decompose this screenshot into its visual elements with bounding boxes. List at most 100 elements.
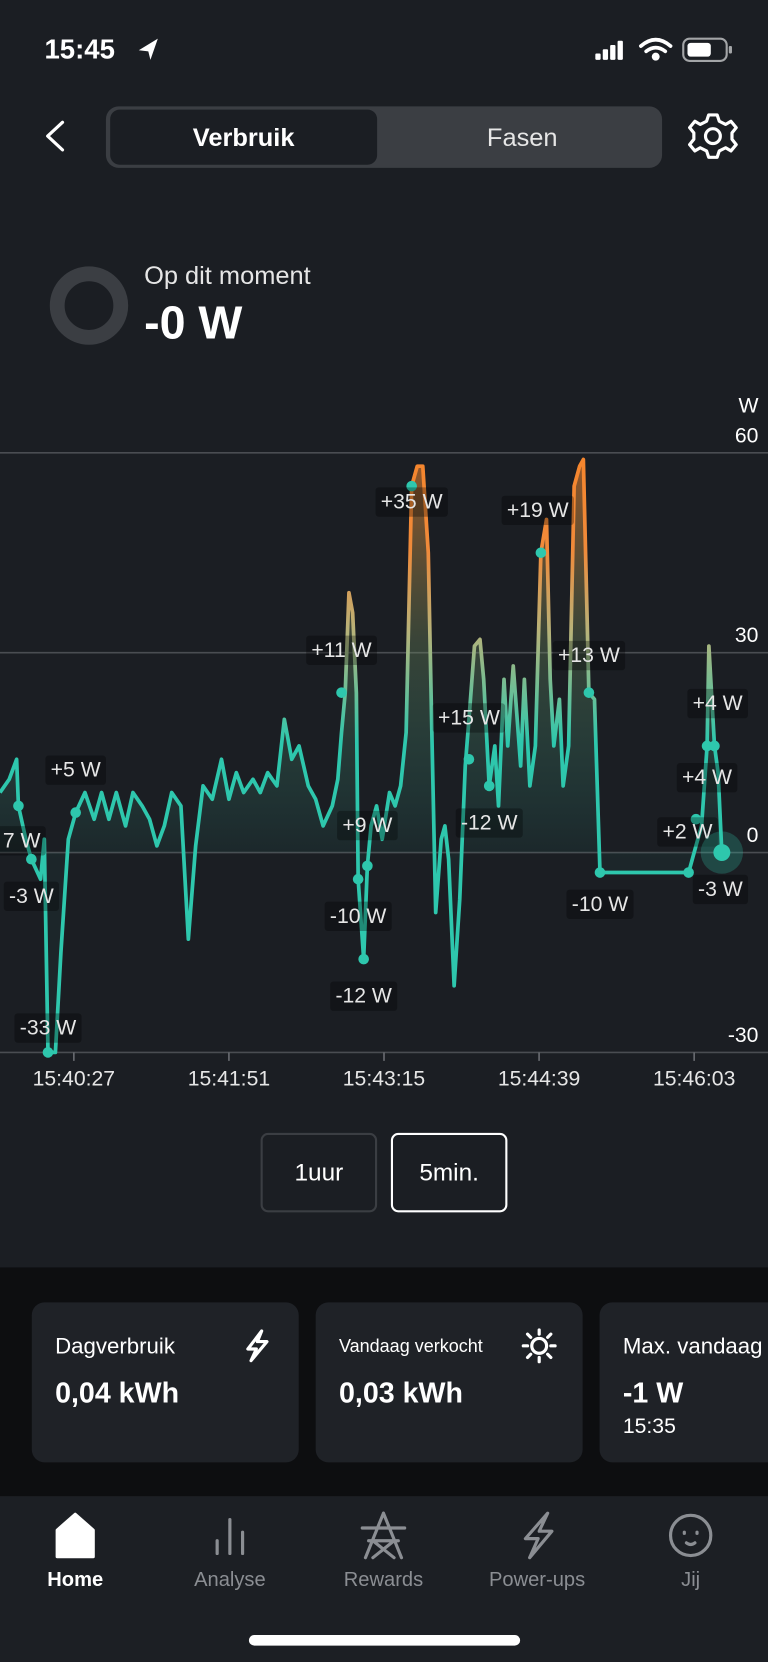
- tab-selected[interactable]: [110, 109, 378, 165]
- nav-label[interactable]: Jij: [681, 1569, 700, 1591]
- nav-label[interactable]: Analyse: [194, 1569, 266, 1591]
- card[interactable]: [315, 1302, 583, 1463]
- home-indicator: [248, 1635, 521, 1646]
- annotation-bg: [14, 1013, 82, 1043]
- annotation-dot: [358, 953, 369, 965]
- location-icon: [138, 38, 158, 60]
- wifi-icon: [639, 37, 673, 61]
- annotation-dot: [535, 547, 547, 559]
- annotation-dot: [70, 807, 81, 818]
- annotation-bg: [306, 635, 377, 665]
- annotation-label: -3 W: [9, 885, 54, 908]
- annotation-dot: [362, 860, 373, 872]
- back-button[interactable]: [46, 120, 65, 152]
- plot: [0, 457, 724, 1055]
- annotation-bg: [330, 981, 398, 1011]
- settings-button[interactable]: [688, 113, 738, 159]
- annotation-bg: [324, 901, 392, 931]
- nav-label[interactable]: Power-ups: [489, 1569, 585, 1591]
- x-tick-label: 15:41:51: [188, 1067, 270, 1090]
- card[interactable]: [599, 1302, 768, 1463]
- annotation-bg: [692, 874, 749, 905]
- y-unit: W: [738, 395, 758, 418]
- annotation-dot: [483, 780, 495, 792]
- card-title: Max. vandaag: [623, 1333, 763, 1358]
- signal-icon: [595, 40, 623, 60]
- annotation-bg: [676, 763, 738, 793]
- range-label[interactable]: 1uur: [294, 1160, 343, 1187]
- annotation-bg: [375, 487, 448, 517]
- annotation-dot: [406, 480, 417, 492]
- annotation-bg: [455, 808, 523, 838]
- analyse-icon[interactable]: [215, 1517, 245, 1556]
- home-icon[interactable]: [55, 1512, 95, 1559]
- y-tick-label: 0: [747, 824, 759, 847]
- nav-label[interactable]: Rewards: [344, 1569, 423, 1591]
- battery-icon: [682, 37, 732, 62]
- annotation-label: -10 W: [330, 905, 386, 928]
- y-tick-label: 30: [735, 624, 759, 647]
- card-title: Vandaag verkocht: [339, 1336, 483, 1356]
- annotation-label: +9 W: [342, 814, 392, 837]
- line: [0, 457, 724, 1055]
- nav-bar: [0, 1496, 768, 1662]
- annotation-dot: [26, 853, 37, 865]
- annotation-label: -12 W: [335, 985, 391, 1008]
- status-time: 15:45: [44, 34, 114, 65]
- card-sub: 15:35: [623, 1415, 676, 1438]
- annotation-dot: [336, 687, 347, 698]
- range-button-selected[interactable]: [390, 1132, 508, 1213]
- y-tick-label: 60: [735, 424, 759, 447]
- tab[interactable]: Verbruik: [193, 124, 296, 152]
- x-tick-label: 15:46:03: [653, 1067, 735, 1090]
- nav-label[interactable]: Home: [47, 1569, 103, 1591]
- x-tick-label: 15:43:15: [343, 1067, 425, 1090]
- annotation-bg: [566, 889, 634, 919]
- annotation-label: -33 W: [20, 1017, 76, 1040]
- card-value: 0,03 kWh: [339, 1377, 463, 1409]
- annotation-label: +2 W: [663, 820, 713, 843]
- annotation-dot: [42, 1047, 54, 1058]
- annotation-dot: [13, 800, 24, 812]
- range-label[interactable]: 5min.: [419, 1160, 479, 1187]
- annotation-label: +11 W: [311, 639, 371, 662]
- range-button[interactable]: [260, 1132, 378, 1213]
- annotation-label: +15 W: [438, 706, 500, 729]
- line-area: [0, 459, 722, 1053]
- tab[interactable]: Fasen: [487, 124, 558, 152]
- chart: W 60 30 0 -30 15:40:27 15:41:51 15:43:15 15:44:3…: [0, 395, 768, 1090]
- annotation-dot: [690, 813, 702, 825]
- current-label: Op dit moment: [144, 262, 311, 290]
- annotation-label: -10 W: [572, 893, 628, 916]
- annotation-bg: [45, 755, 107, 785]
- current-dot: [713, 844, 731, 862]
- annotation-bg: [657, 817, 718, 847]
- annotation-label: +13 W: [558, 644, 620, 667]
- annotation-label: -3 W: [698, 878, 743, 901]
- annotation-label: +4 W: [682, 766, 732, 789]
- card[interactable]: [31, 1302, 299, 1463]
- annotation-label: 7 W: [3, 829, 41, 852]
- annotation-dot: [463, 753, 475, 765]
- current-ring: [49, 266, 129, 345]
- card-title: Dagverbruik: [55, 1333, 176, 1358]
- powerups-icon[interactable]: [523, 1511, 554, 1560]
- annotation-dot: [701, 740, 713, 752]
- x-tick-label: 15:40:27: [33, 1067, 115, 1090]
- annotation-dot: [709, 740, 720, 752]
- annotation-label: +4 W: [693, 692, 743, 715]
- y-tick-label: -30: [728, 1024, 759, 1047]
- annotation-dot: [352, 873, 364, 885]
- sun-icon: [521, 1328, 557, 1364]
- bolt-icon: [246, 1329, 269, 1363]
- annotation-label: +35 W: [381, 491, 443, 514]
- rewards-icon[interactable]: [360, 1511, 407, 1560]
- annotation-bg: [337, 810, 398, 841]
- jij-icon[interactable]: [668, 1513, 713, 1558]
- annotation-dot: [583, 687, 595, 698]
- current-value: -0 W: [144, 297, 242, 349]
- x-tick-label: 15:44:39: [498, 1067, 580, 1090]
- annotation-dot: [594, 867, 606, 878]
